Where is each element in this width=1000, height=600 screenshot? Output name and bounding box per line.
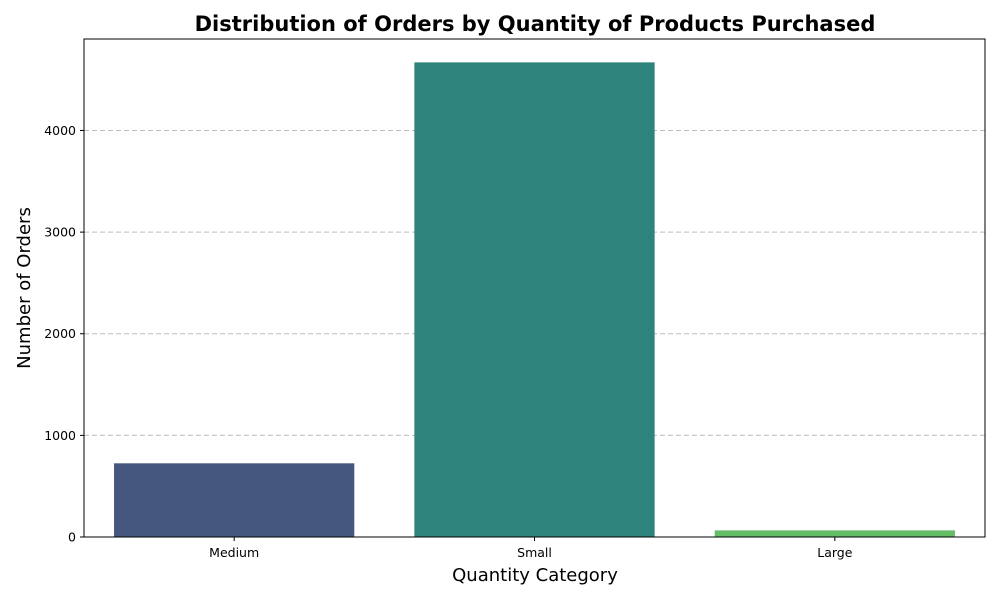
y-tick-label: 3000 <box>44 225 76 240</box>
y-axis-ticks: 0 1000 2000 3000 4000 <box>44 123 84 545</box>
y-tick-label: 2000 <box>44 326 76 341</box>
x-tick-label: Large <box>817 545 852 560</box>
bar-small <box>414 62 655 537</box>
bar-medium <box>114 463 355 537</box>
y-tick-label: 4000 <box>44 123 76 138</box>
chart-title: Distribution of Orders by Quantity of Pr… <box>195 12 876 36</box>
y-tick-label: 0 <box>68 530 76 545</box>
bars <box>114 62 955 537</box>
bar-large <box>714 530 955 537</box>
x-axis-label: Quantity Category <box>452 565 618 586</box>
x-tick-label: Medium <box>209 545 259 560</box>
x-tick-label: Small <box>517 545 552 560</box>
y-tick-label: 1000 <box>44 428 76 443</box>
y-axis-label: Number of Orders <box>14 207 35 369</box>
x-axis-ticks: Medium Small Large <box>209 537 853 560</box>
